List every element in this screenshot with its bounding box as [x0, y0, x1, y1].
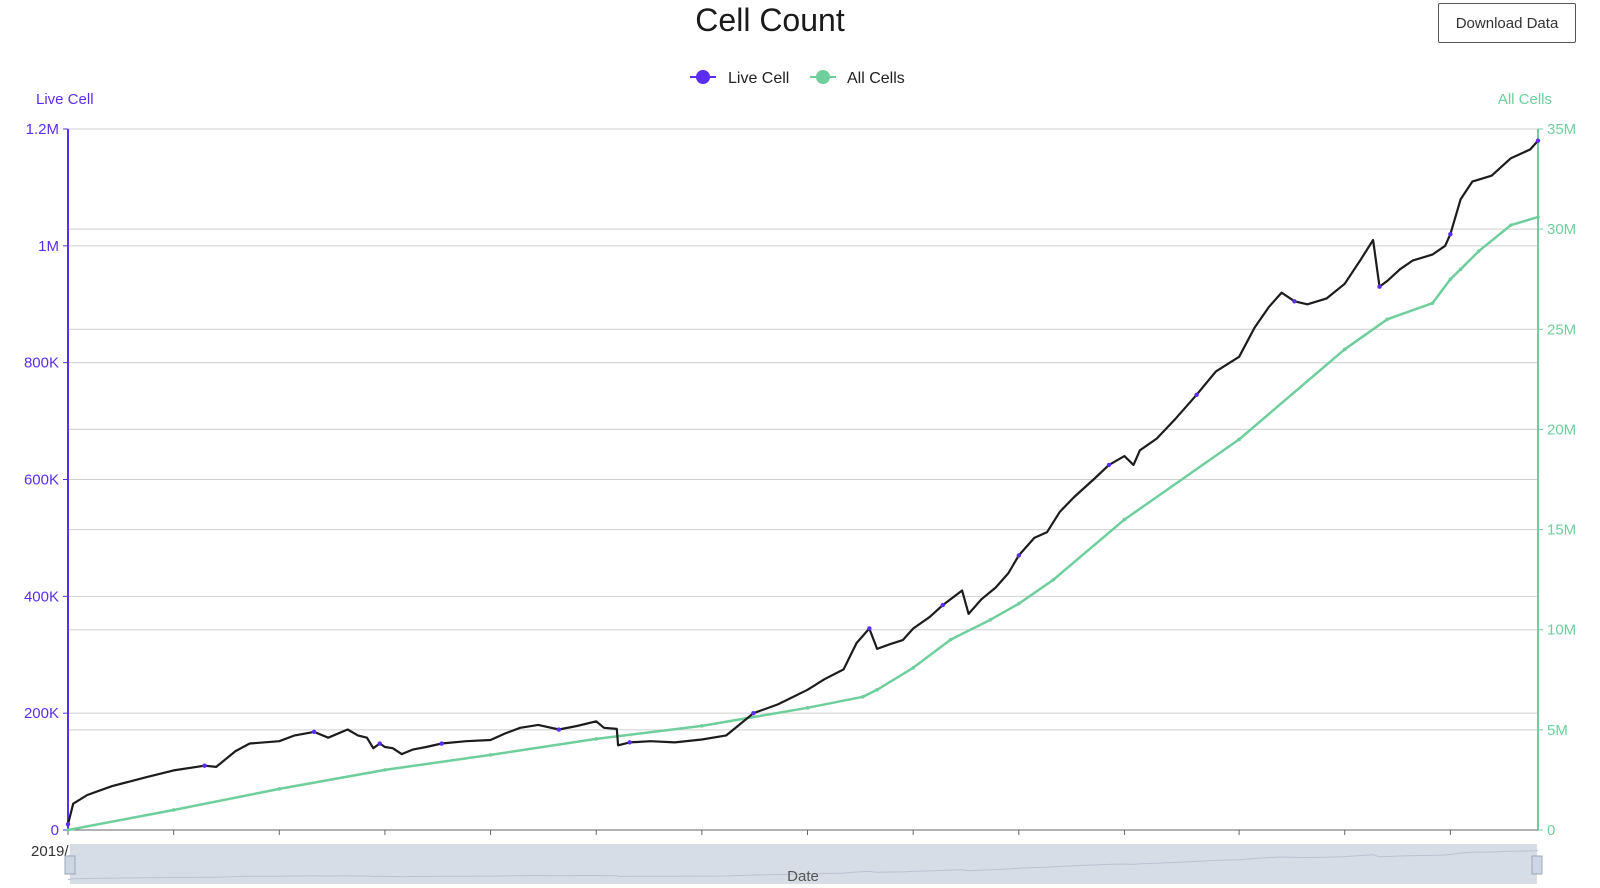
live-cell-point	[751, 710, 756, 716]
right-tick-label: 25M	[1547, 321, 1576, 338]
legend-live-cell-label[interactable]: Live Cell	[728, 70, 789, 87]
all-cells-point	[488, 753, 493, 757]
all-cells-point	[861, 695, 865, 699]
all-cells-point	[948, 637, 953, 642]
right-tick-label: 20M	[1547, 421, 1576, 438]
legend-live-cell-marker	[696, 70, 710, 84]
axes: 0 200K 400K 600K 800K 1M 1.2M 0 5M 10M 15M 20M 25M 30…	[24, 121, 1576, 860]
live-cell-point	[439, 741, 444, 746]
range-slider-right-handle[interactable]	[1531, 855, 1543, 875]
all-cells-point	[1237, 437, 1241, 442]
live-cell-point	[1194, 392, 1199, 397]
left-tick-label: 600K	[24, 472, 59, 489]
all-cells-point	[383, 768, 387, 772]
all-cells-point	[1051, 577, 1056, 582]
all-cells-point	[988, 617, 993, 622]
all-cells-point	[1342, 347, 1347, 352]
live-cell-point	[1448, 231, 1453, 237]
range-slider-left-handle[interactable]	[64, 855, 76, 875]
range-slider[interactable]: Date	[64, 844, 1543, 885]
all-cells-point	[1458, 267, 1463, 272]
live-cell-point	[1106, 462, 1112, 468]
all-cells-point	[1476, 249, 1481, 253]
right-tick-label: 15M	[1547, 522, 1576, 539]
live-cell-point	[1292, 299, 1297, 304]
live-cell-point	[1535, 138, 1541, 143]
all-cells-point	[1448, 277, 1453, 282]
range-slider-minimap	[67, 850, 1539, 881]
legend[interactable]: Live Cell All Cells	[690, 70, 905, 87]
series	[65, 138, 1541, 832]
live-cell-point	[1016, 553, 1021, 558]
all-cells-point	[171, 808, 176, 812]
all-cells-point	[1122, 517, 1127, 522]
live-cell-point	[65, 821, 71, 827]
live-cell-point	[311, 729, 317, 735]
live-cell-point	[867, 626, 872, 631]
legend-all-cells-label[interactable]: All Cells	[847, 70, 905, 87]
left-tick-label: 800K	[24, 355, 59, 372]
live-cell-point	[1377, 284, 1382, 289]
download-data-button[interactable]: Download Data	[1438, 3, 1576, 43]
chart-title: Cell Count	[695, 2, 845, 38]
all-cells-point	[1509, 223, 1513, 227]
all-cells-point	[66, 828, 70, 832]
range-slider-track[interactable]	[70, 844, 1537, 884]
left-tick-label: 200K	[24, 705, 59, 722]
all-cells-point	[1536, 215, 1540, 219]
left-tick-label: 1M	[38, 238, 59, 255]
x-axis-title: Date	[787, 868, 819, 885]
series-live-cell-line	[66, 139, 1539, 825]
all-cells-point	[1430, 301, 1435, 306]
all-cells-point	[805, 706, 810, 710]
all-cells-point	[875, 688, 879, 692]
live-cell-point	[940, 602, 945, 608]
right-tick-label: 35M	[1547, 121, 1576, 138]
legend-all-cells-marker	[816, 70, 830, 84]
right-tick-label: 5M	[1547, 722, 1568, 739]
grid-lines	[68, 128, 1538, 731]
left-tick-label: 1.2M	[26, 121, 59, 138]
left-axis-title: Live Cell	[36, 91, 94, 108]
all-cells-point	[700, 724, 704, 728]
right-tick-label: 10M	[1547, 622, 1576, 639]
right-tick-label: 0	[1547, 822, 1555, 839]
right-tick-label: 30M	[1547, 221, 1576, 238]
left-tick-label: 0	[51, 822, 59, 839]
live-cell-point	[627, 740, 632, 745]
live-cell-point	[202, 763, 207, 768]
right-axis-title: All Cells	[1498, 91, 1552, 108]
all-cells-point	[1016, 601, 1021, 606]
all-cells-point	[1385, 317, 1390, 322]
live-cell-point	[377, 741, 382, 746]
all-cells-point	[277, 787, 282, 791]
all-cells-point	[594, 737, 599, 741]
live-cell-point	[556, 727, 562, 732]
left-tick-label: 400K	[24, 588, 59, 605]
all-cells-point	[911, 665, 915, 670]
